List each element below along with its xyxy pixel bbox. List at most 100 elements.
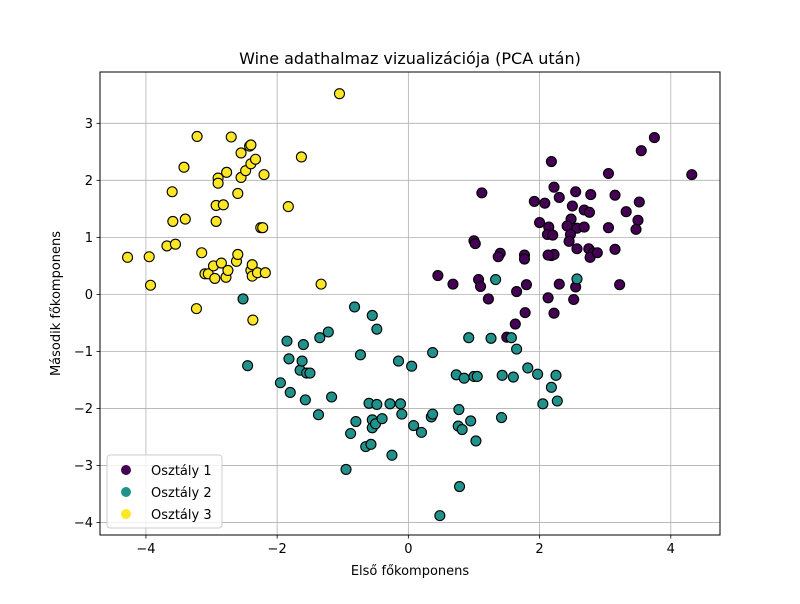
legend-label-class-1: Osztály 1: [151, 464, 212, 479]
data-point: [496, 369, 508, 381]
data-point: [122, 251, 134, 263]
data-point: [614, 279, 626, 291]
data-point: [144, 279, 157, 291]
x-tick-label: −2: [268, 542, 287, 557]
data-point: [258, 169, 270, 181]
data-point: [686, 169, 698, 181]
data-point: [553, 191, 565, 203]
x-tick-label: 4: [667, 542, 675, 557]
series-class-3: [122, 88, 346, 326]
data-point: [547, 229, 559, 241]
data-point: [394, 398, 407, 410]
data-point: [427, 408, 439, 420]
data-point: [225, 131, 237, 143]
y-axis-label: Második főkomponens: [49, 231, 64, 376]
data-point: [519, 307, 531, 319]
data-point: [520, 279, 533, 291]
data-point: [406, 360, 418, 372]
data-point: [545, 155, 557, 168]
data-point: [476, 187, 488, 199]
data-point: [215, 257, 227, 269]
data-point: [354, 349, 367, 361]
y-tick-label: −3: [74, 459, 93, 474]
legend-label-class-2: Osztály 2: [151, 486, 212, 501]
legend: Osztály 1 Osztály 2 Osztály 3: [106, 454, 223, 529]
data-point: [415, 426, 428, 438]
data-point: [458, 372, 470, 384]
data-point: [299, 394, 311, 406]
data-point: [386, 449, 398, 461]
data-point: [453, 480, 466, 493]
data-point: [553, 278, 565, 290]
data-point: [591, 247, 603, 259]
data-point: [296, 355, 308, 367]
data-point: [537, 398, 549, 410]
data-point: [283, 353, 295, 365]
data-point: [522, 362, 534, 374]
data-point: [548, 307, 560, 319]
data-point: [179, 213, 191, 225]
data-point: [371, 398, 383, 410]
data-point: [542, 249, 554, 261]
data-point: [376, 413, 388, 425]
data-point: [257, 222, 269, 234]
data-point: [196, 247, 208, 259]
data-point: [222, 264, 234, 276]
data-point: [495, 411, 508, 424]
data-point: [630, 223, 642, 235]
data-point: [548, 181, 560, 193]
data-point: [281, 335, 293, 347]
data-point: [505, 332, 517, 344]
data-point: [274, 377, 286, 389]
data-point: [345, 427, 357, 440]
data-point: [583, 206, 595, 218]
data-point: [447, 278, 459, 290]
data-point: [563, 235, 575, 247]
data-point: [602, 222, 615, 234]
data-point: [304, 367, 316, 379]
data-point: [259, 267, 271, 279]
data-point: [648, 132, 660, 144]
data-point: [326, 391, 338, 403]
data-point: [246, 259, 258, 271]
data-point: [545, 381, 557, 393]
data-point: [539, 197, 551, 209]
data-point: [571, 243, 583, 255]
data-point: [550, 369, 562, 381]
data-point: [312, 409, 325, 421]
legend-marker-class-2: [121, 487, 131, 497]
data-point: [232, 248, 244, 261]
data-point: [314, 332, 326, 344]
y-tick-label: −2: [74, 402, 93, 417]
x-tick-label: −4: [136, 542, 155, 557]
data-point: [247, 314, 259, 326]
data-point: [432, 270, 444, 282]
data-point: [427, 346, 439, 359]
data-point: [434, 510, 446, 522]
data-point: [571, 273, 583, 285]
data-point: [511, 285, 523, 298]
data-point: [396, 408, 408, 420]
data-point: [384, 398, 396, 410]
data-point: [237, 293, 249, 305]
data-point: [282, 201, 294, 213]
data-point: [166, 186, 178, 198]
data-point: [340, 463, 352, 475]
y-tick-label: 2: [85, 174, 93, 189]
data-point: [242, 360, 254, 372]
data-point: [209, 272, 221, 284]
y-tick-label: 1: [85, 231, 93, 246]
data-point: [578, 221, 590, 233]
data-point: [210, 215, 222, 227]
data-point: [365, 438, 377, 450]
legend-label-class-3: Osztály 3: [151, 508, 212, 523]
data-point: [620, 206, 632, 218]
plot-frame: [99, 71, 721, 536]
data-point: [602, 167, 615, 180]
x-tick-label: 0: [404, 542, 412, 557]
data-point: [507, 371, 519, 383]
data-point: [568, 293, 580, 306]
data-point: [392, 355, 405, 367]
y-tick-label: −4: [74, 516, 93, 531]
